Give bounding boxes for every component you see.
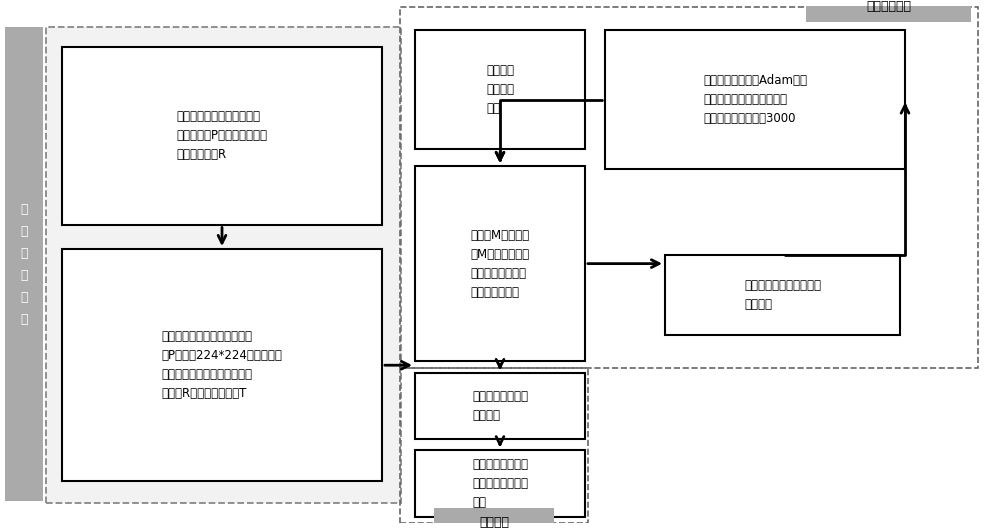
- Text: 网络训练模块: 网络训练模块: [866, 0, 911, 13]
- Text: 【输入】
输入喉镜
图像: 【输入】 输入喉镜 图像: [486, 64, 514, 115]
- Bar: [46, 27, 401, 503]
- Bar: [665, 255, 900, 335]
- Bar: [415, 30, 585, 149]
- Text: 【输出】输出对应
医学报告: 【输出】输出对应 医学报告: [472, 390, 528, 422]
- Bar: [415, 166, 585, 361]
- Text: 【输出】输出标记
病变区域后的喉镜
图像: 【输出】输出标记 病变区域后的喉镜 图像: [472, 458, 528, 509]
- Text: 数
据
准
备
模
块: 数 据 准 备 模 块: [20, 203, 28, 326]
- Bar: [434, 508, 554, 529]
- Text: 【数据采集】获取患者喉镜
图像数据集P，并取得喉镜图
像的医学报告R: 【数据采集】获取患者喉镜 图像数据集P，并取得喉镜图 像的医学报告R: [177, 110, 268, 161]
- Text: 【网络M】建立网
络M，网络输入为
喉镜图像，输出为
对应的医学报告: 【网络M】建立网 络M，网络输入为 喉镜图像，输出为 对应的医学报告: [470, 229, 530, 299]
- Text: 【训练网络】使用Adam优化
器更新网络权值，直到达到
最大训练迭代次数为3000: 【训练网络】使用Adam优化 器更新网络权值，直到达到 最大训练迭代次数为300…: [703, 74, 807, 125]
- Bar: [62, 249, 382, 481]
- Bar: [400, 7, 978, 368]
- Text: 【计算损失】计算网络的
损失函数: 【计算损失】计算网络的 损失函数: [744, 279, 821, 311]
- Bar: [415, 450, 585, 517]
- Bar: [62, 47, 382, 224]
- Bar: [5, 27, 43, 501]
- Bar: [415, 373, 585, 440]
- Bar: [806, 0, 971, 22]
- Text: 【数据处理】将喉镜图像数据
集P缩小到224*224，然后将缩
小后的图像中心化，再联合医
学报告R得到训练数据集T: 【数据处理】将喉镜图像数据 集P缩小到224*224，然后将缩 小后的图像中心化…: [162, 330, 282, 400]
- Bar: [605, 30, 905, 169]
- Text: 测试模块: 测试模块: [479, 516, 509, 529]
- Bar: [400, 368, 588, 523]
